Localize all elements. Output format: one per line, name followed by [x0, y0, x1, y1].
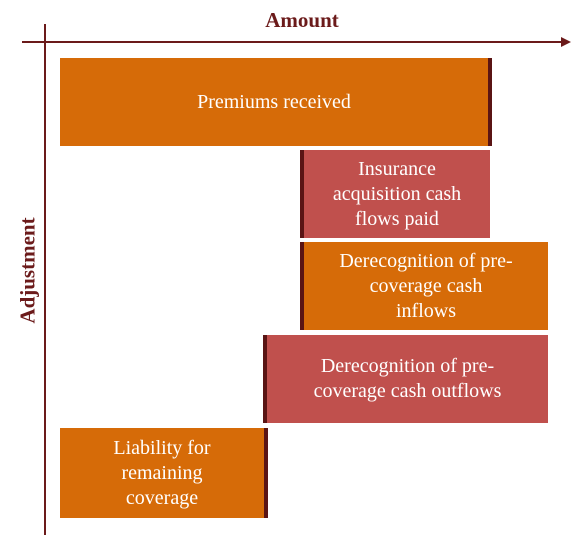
block-label: Derecognition of pre-: [320, 355, 495, 377]
block: Derecognition of pre- coverage cash infl…: [300, 242, 548, 330]
block-label: inflows: [396, 299, 456, 322]
block-label: coverage: [125, 486, 199, 509]
block-label: coverage cash outflows: [313, 380, 502, 402]
block: Insurance acquisition cash flows paid: [300, 150, 490, 238]
block-label: Liability for: [113, 436, 211, 459]
block: Derecognition of pre- coverage cash outf…: [263, 335, 548, 423]
block-label: acquisition cash: [332, 182, 462, 205]
block-label: Insurance: [358, 157, 436, 180]
block-label: Derecognition of pre-: [339, 249, 513, 272]
y-axis-title: Adjustment: [15, 217, 40, 324]
block-label: coverage cash: [369, 274, 483, 297]
block: Premiums received: [60, 58, 492, 146]
x-axis-title: Amount: [265, 8, 339, 32]
block-label: Premiums received: [197, 90, 351, 113]
x-axis-arrow: [561, 37, 571, 47]
block-label: remaining: [121, 461, 203, 484]
block-label: flows paid: [355, 207, 439, 230]
block: Liability for remaining coverage: [60, 428, 268, 518]
